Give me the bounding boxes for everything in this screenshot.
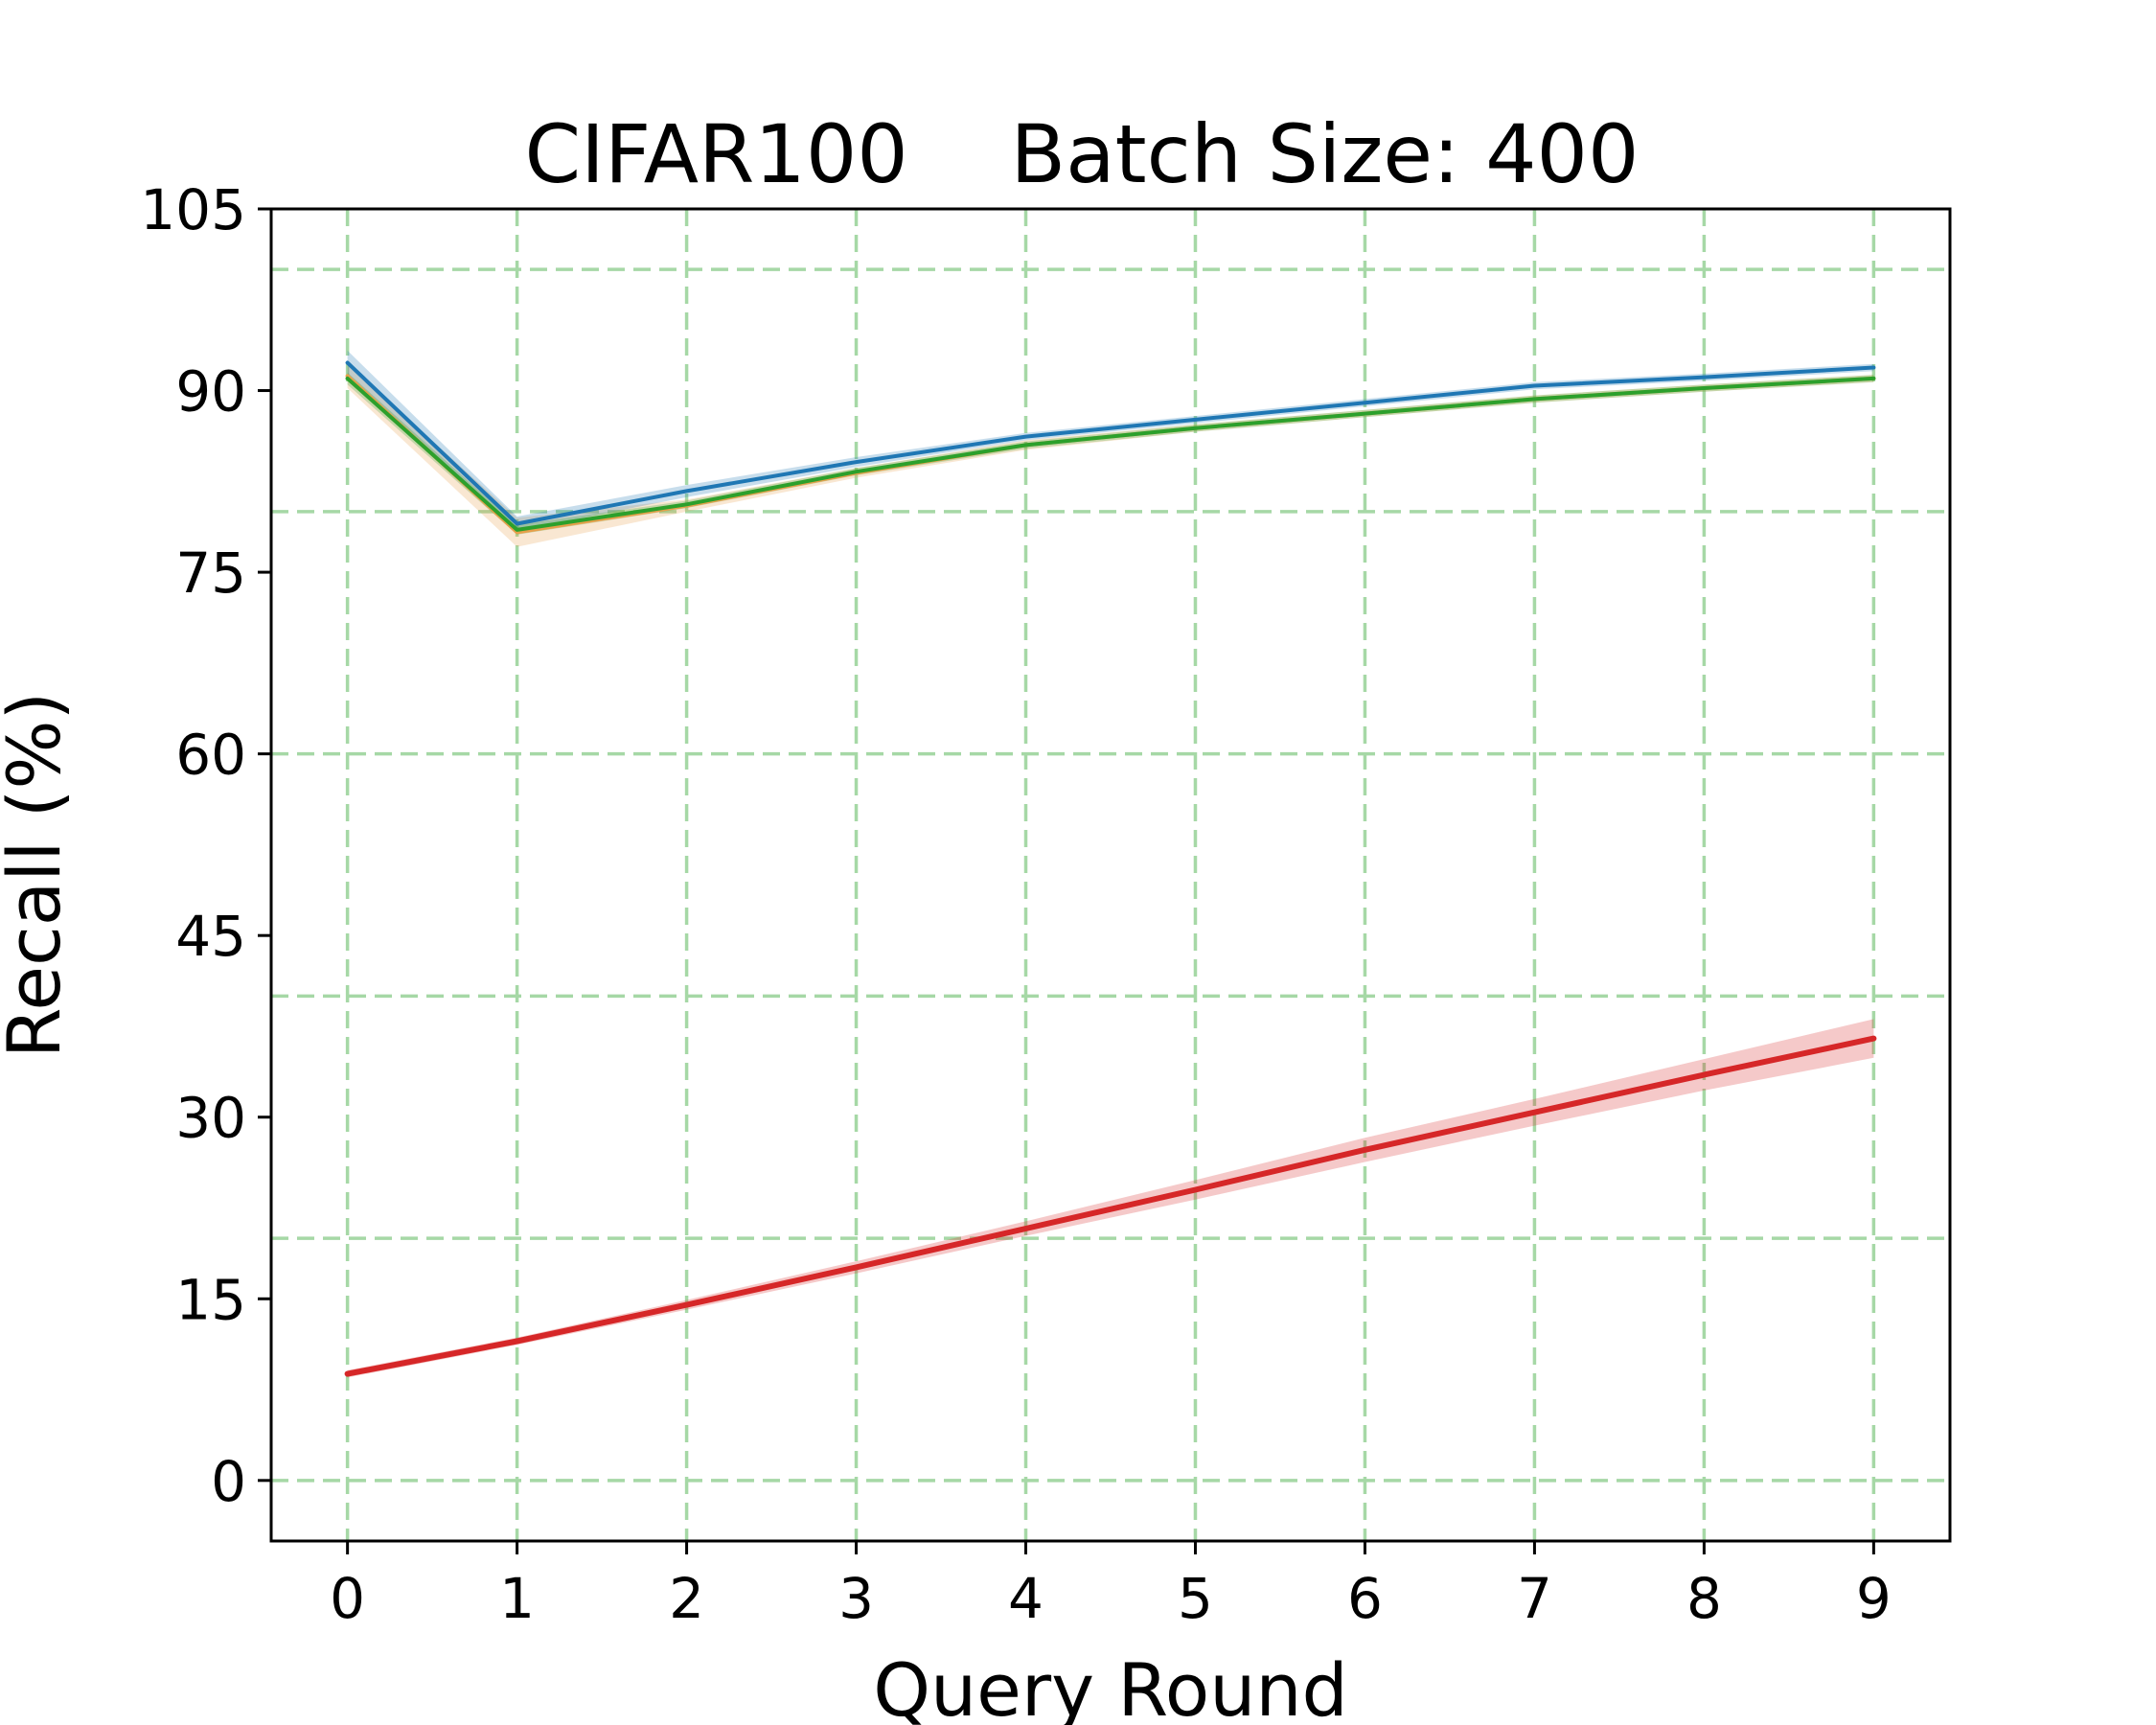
y-tick-label: 30 (175, 1086, 246, 1151)
x-tick-label: 6 (1347, 1566, 1383, 1631)
x-tick-label: 1 (499, 1566, 535, 1631)
y-axis-title: Recall (%) (0, 692, 77, 1058)
series-0-band (347, 363, 1874, 547)
x-tick-label: 3 (838, 1566, 874, 1631)
grid (271, 209, 1950, 1541)
x-tick-label: 8 (1686, 1566, 1722, 1631)
y-tick-label: 75 (175, 540, 246, 606)
series-2-band (347, 372, 1874, 535)
x-tick-label: 7 (1517, 1566, 1552, 1631)
confidence-bands (347, 350, 1874, 1378)
chart-title: CIFAR100 Batch Size: 400 (525, 107, 1640, 201)
y-tick-label: 0 (211, 1449, 246, 1514)
x-tick-label: 2 (669, 1566, 704, 1631)
x-tick-label: 9 (1856, 1566, 1892, 1631)
y-tick-label: 45 (175, 904, 246, 969)
y-tick-label: 105 (140, 177, 246, 242)
series-lines (344, 360, 1877, 1377)
y-tick-label: 90 (175, 359, 246, 425)
series-2-line (345, 376, 1876, 532)
x-tick-label: 5 (1178, 1566, 1213, 1631)
series-1-line (345, 360, 1876, 526)
x-axis-title: Query Round (873, 1647, 1348, 1725)
x-tick-label: 4 (1008, 1566, 1044, 1631)
plot-frame (269, 207, 1952, 1543)
x-tick-label: 0 (330, 1566, 365, 1631)
series-3-band (347, 1019, 1874, 1378)
series-3-line (344, 1035, 1877, 1377)
series-1-band (347, 350, 1874, 532)
y-tick-label: 15 (175, 1267, 246, 1332)
y-tick-label: 60 (175, 723, 246, 788)
